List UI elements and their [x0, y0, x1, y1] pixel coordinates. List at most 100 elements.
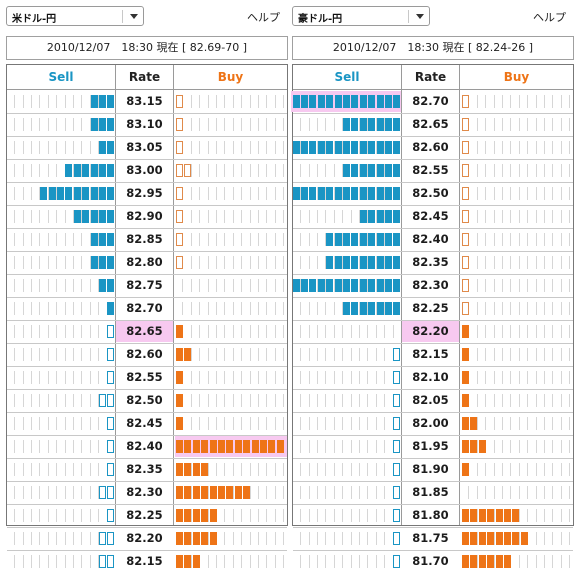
slot-tick — [535, 325, 541, 338]
slot-tick — [14, 371, 19, 384]
buy-bar — [470, 509, 478, 522]
sell-empty-marker — [393, 486, 401, 499]
slot-tick — [266, 394, 271, 407]
sell-bar — [300, 279, 308, 292]
slot-tick — [232, 118, 238, 131]
slot-tick — [39, 463, 44, 476]
sell-bar — [351, 233, 359, 246]
row-divider — [293, 366, 573, 367]
slot-tick — [333, 164, 339, 177]
currency-pair-select[interactable]: 豪ドル-円 — [292, 6, 430, 26]
slot-tick — [283, 486, 288, 499]
slot-tick — [552, 210, 557, 223]
slot-tick — [569, 371, 574, 384]
slot-tick — [569, 486, 574, 499]
slot-tick — [476, 95, 482, 108]
sell-bar — [376, 118, 384, 131]
sell-bar — [376, 256, 384, 269]
rate-label: 82.60 — [412, 140, 449, 154]
sell-bar — [368, 210, 376, 223]
slot-tick — [258, 233, 263, 246]
slot-tick — [98, 256, 103, 269]
currency-pair-select[interactable]: 米ドル-円 — [6, 6, 144, 26]
slot-tick — [241, 210, 246, 223]
slot-tick — [199, 371, 204, 384]
buy-bar — [184, 509, 192, 522]
slot-tick — [232, 371, 238, 384]
buy-bar — [176, 532, 183, 545]
slot-tick — [493, 164, 499, 177]
help-link[interactable]: ヘルプ — [247, 11, 280, 24]
slot-tick — [89, 141, 95, 154]
slot-tick — [199, 417, 204, 430]
slot-tick — [14, 440, 19, 453]
slot-tick — [350, 279, 356, 292]
slot-tick — [342, 279, 347, 292]
slot-tick — [569, 555, 574, 568]
slot-tick — [560, 509, 566, 522]
slot-tick — [14, 417, 19, 430]
row-divider — [293, 343, 573, 344]
slot-tick — [367, 210, 372, 223]
slot-tick — [560, 417, 566, 430]
sell-bar — [334, 141, 342, 154]
sell-bar — [309, 279, 317, 292]
slot-tick — [216, 463, 221, 476]
slot-tick — [468, 279, 473, 292]
buy-empty-marker — [462, 210, 469, 223]
slot-tick — [47, 348, 53, 361]
rate-label: 82.45 — [126, 416, 163, 430]
slot-tick — [308, 279, 314, 292]
slot-tick — [468, 394, 473, 407]
slot-tick — [249, 417, 255, 430]
buy-empty-marker — [184, 164, 192, 177]
buy-empty-marker — [462, 118, 469, 131]
slot-tick — [333, 509, 339, 522]
slot-tick — [544, 371, 549, 384]
slot-tick — [274, 302, 280, 315]
slot-tick — [375, 394, 381, 407]
buy-bar — [512, 532, 520, 545]
sell-bar — [309, 187, 317, 200]
slot-tick — [493, 463, 499, 476]
sell-slot-grid — [7, 95, 115, 108]
slot-tick — [308, 256, 314, 269]
slot-tick — [375, 118, 381, 131]
sell-bar — [65, 187, 73, 200]
slot-tick — [308, 164, 314, 177]
sell-bar — [393, 118, 401, 131]
rate-label: 82.70 — [412, 94, 449, 108]
slot-tick — [232, 187, 238, 200]
sell-bar — [351, 279, 359, 292]
slot-tick — [81, 509, 86, 522]
help-link[interactable]: ヘルプ — [533, 11, 566, 24]
slot-tick — [266, 233, 271, 246]
rate-header: Rate — [414, 70, 447, 84]
slot-tick — [485, 279, 490, 292]
rate-label: 82.20 — [126, 531, 163, 545]
slot-tick — [493, 279, 499, 292]
slot-tick — [81, 233, 86, 246]
buy-bar — [184, 532, 192, 545]
slot-tick — [39, 141, 44, 154]
slot-tick — [544, 348, 549, 361]
slot-tick — [333, 371, 339, 384]
slot-tick — [258, 95, 263, 108]
sell-slot-grid — [7, 486, 115, 499]
slot-tick — [518, 164, 524, 177]
slot-tick — [22, 95, 28, 108]
row-divider — [293, 389, 573, 390]
slot-tick — [552, 555, 557, 568]
slot-tick — [106, 141, 112, 154]
slot-tick — [384, 394, 389, 407]
sell-bar — [107, 210, 115, 223]
buy-bar — [226, 440, 234, 453]
slot-tick — [510, 210, 515, 223]
slot-tick — [207, 141, 213, 154]
slot-tick — [333, 486, 339, 499]
slot-tick — [367, 325, 372, 338]
sell-bar — [368, 302, 376, 315]
slot-tick — [31, 486, 36, 499]
slot-tick — [317, 233, 322, 246]
slot-tick — [535, 417, 541, 430]
